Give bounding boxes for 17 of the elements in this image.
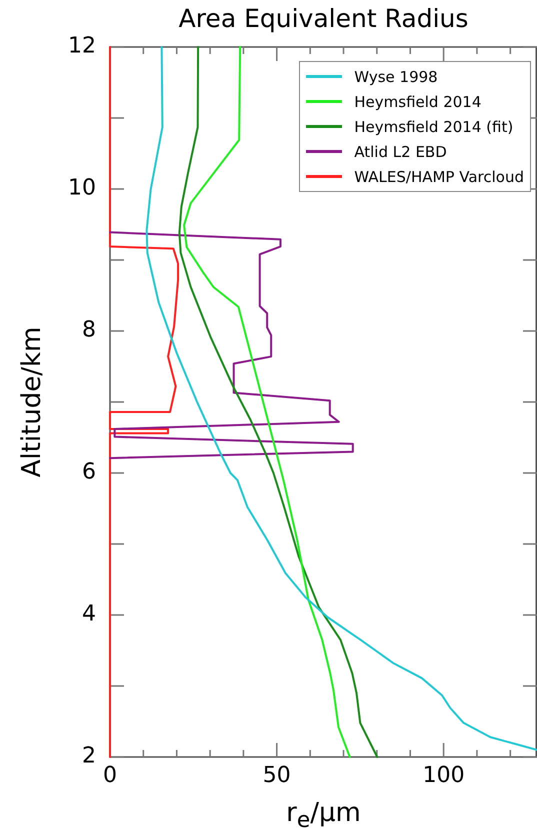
legend-label: WALES/HAMP Varcloud	[354, 168, 524, 186]
legend-label: Heymsfield 2014	[354, 92, 482, 110]
y-tick-label: 12	[68, 34, 96, 59]
y-tick-label: 8	[82, 318, 96, 343]
legend-label: Atlid L2 EBD	[354, 142, 447, 160]
x-tick-label: 50	[262, 762, 291, 788]
y-tick-label: 2	[82, 744, 96, 769]
y-tick-label: 4	[82, 602, 96, 627]
x-tick-label: 0	[103, 762, 117, 788]
x-tick-label: 100	[422, 762, 465, 788]
legend-label: Heymsfield 2014 (fit)	[354, 118, 514, 136]
y-axis-title: Altitude/km	[17, 326, 47, 478]
legend-label: Wyse 1998	[354, 68, 438, 86]
y-tick-label: 10	[68, 176, 96, 201]
chart-title: Area Equivalent Radius	[178, 4, 468, 33]
x-axis-title: r$_{e}$/µm	[286, 798, 361, 834]
y-tick-label: 6	[82, 460, 96, 485]
